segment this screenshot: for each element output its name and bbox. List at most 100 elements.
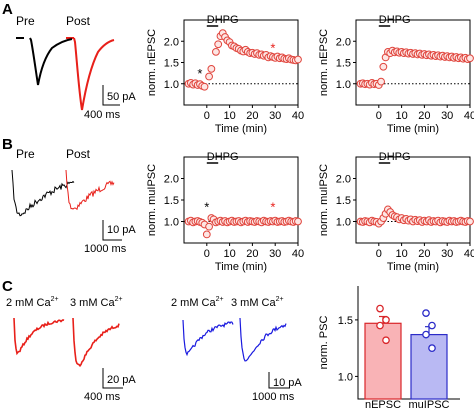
- x-tick-label: 20: [246, 110, 258, 122]
- chart-b-right: 0 10 20 30 40 1.0 1.5 2.0 Time (min) norm. muIPSC…: [318, 151, 474, 273]
- y-tick-label: 2.0: [336, 174, 351, 186]
- x-tick-label: 10: [223, 248, 235, 260]
- individual-point: [422, 330, 430, 339]
- ipsc-trace-pre: [11, 169, 75, 217]
- x-tick-label: 0: [376, 248, 382, 260]
- ca-label-3mm-red: 3 mM Ca2+: [70, 296, 123, 309]
- x-tick-label: 10: [223, 110, 235, 122]
- ca-label-2mm-blue: 2 mM Ca2+: [171, 296, 224, 309]
- scale-a-amp: 50 pA: [107, 91, 136, 103]
- x-tick-label: 0: [204, 248, 210, 260]
- y-tick-label: 1.0: [336, 79, 351, 91]
- x-tick-label: 40: [292, 248, 304, 260]
- chart-a-left: 0 10 20 30 40 1.0 1.5 2.0 Time (min) norm. nEPSC D…: [146, 14, 304, 135]
- x-tick-label: 40: [464, 110, 474, 122]
- ca-label-3mm-blue: 3 mM Ca2+: [231, 296, 284, 309]
- x-tick-label: 20: [418, 110, 430, 122]
- y-axis-label: norm. nEPSC: [146, 29, 158, 96]
- plot-frame: [355, 156, 471, 244]
- data-point: [207, 64, 216, 73]
- epsc-trace-pre: [29, 37, 73, 86]
- individual-point: [382, 336, 390, 345]
- individual-point: [428, 344, 436, 352]
- y-tick-label: 2.0: [164, 36, 179, 48]
- individual-point: [382, 316, 390, 324]
- chart-a-right: 0 10 20 30 40 1.0 1.5 2.0 Time (min) norm. nEPSC D…: [318, 14, 474, 135]
- drug-label: DHPG: [379, 151, 411, 163]
- individual-point: [376, 321, 384, 330]
- data-point: [294, 55, 302, 64]
- significance-star: *: [204, 199, 209, 214]
- y-tick-label: 1.5: [338, 315, 353, 327]
- data-point: [200, 82, 209, 91]
- x-tick-label: 20: [246, 248, 258, 260]
- x-tick-label: 30: [269, 248, 281, 260]
- panel-label-a: A: [2, 1, 13, 18]
- data-point: [205, 222, 213, 231]
- x-axis-label: Time (min): [387, 123, 439, 135]
- y-axis-label: norm. nEPSC: [318, 29, 330, 96]
- data-point: [214, 40, 223, 49]
- pre-label-a: Pre: [16, 14, 35, 28]
- category-label: muIPSC: [409, 399, 450, 409]
- bar-nepsc: [364, 322, 402, 400]
- scale-c2-amp: 10 pA: [273, 377, 302, 389]
- x-tick-label: 30: [441, 248, 453, 260]
- panel-label-b: B: [2, 136, 13, 153]
- significance-star: *: [197, 66, 202, 81]
- chart-b-left: 0 10 20 30 40 1.0 1.5 2.0 Time (min) norm. muIPSC…: [146, 151, 304, 273]
- scale-bar-c2: [268, 372, 290, 389]
- x-axis-label: Time (min): [215, 261, 267, 273]
- scale-bar-a: [102, 85, 120, 106]
- y-axis-label: norm. muIPSC: [146, 164, 158, 236]
- drug-label: DHPG: [207, 14, 239, 26]
- data-point: [379, 62, 388, 71]
- x-tick-label: 40: [464, 248, 474, 260]
- x-axis-label: Time (min): [387, 261, 439, 273]
- pre-label-b: Pre: [16, 147, 35, 161]
- y-axis-label: norm. PSC: [318, 316, 330, 370]
- data-point: [466, 54, 474, 63]
- x-axis-label: Time (min): [215, 123, 267, 135]
- y-tick-label: 1.5: [164, 58, 179, 70]
- individual-point: [428, 321, 436, 330]
- x-tick-label: 30: [441, 110, 453, 122]
- epsc-trace-post: [73, 37, 115, 111]
- data-point: [205, 72, 213, 81]
- panel-b-traces: Pre Post 10 pA 1000 ms: [11, 147, 136, 255]
- x-tick-label: 20: [418, 248, 430, 260]
- scale-c2-time: 1000 ms: [252, 391, 295, 403]
- y-tick-label: 1.5: [164, 195, 179, 207]
- data-point: [202, 230, 211, 239]
- scale-b-time: 1000 ms: [84, 243, 127, 255]
- scale-c1-time: 400 ms: [84, 391, 121, 403]
- psc-trace-2mm-blue: [182, 319, 234, 357]
- data-point: [212, 47, 220, 56]
- bar-mupsc: [410, 333, 448, 400]
- scale-a-time: 400 ms: [84, 109, 121, 121]
- data-point: [466, 217, 474, 226]
- scale-b-amp: 10 pA: [107, 224, 136, 236]
- scale-c1-amp: 20 pA: [107, 374, 136, 386]
- panel-c-traces: 2 mM Ca2+ 3 mM Ca2+ 20 pA 400 ms 2 mM Ca…: [6, 296, 302, 403]
- psc-trace-2mm-red: [13, 317, 65, 356]
- y-tick-label: 2.0: [336, 36, 351, 48]
- y-tick-label: 1.0: [164, 217, 179, 229]
- y-tick-label: 2.0: [164, 174, 179, 186]
- y-axis-label: norm. muIPSC: [318, 164, 330, 236]
- psc-trace-3mm-red: [72, 317, 120, 368]
- plot-frame: [183, 156, 299, 244]
- scale-bar-c1: [102, 368, 123, 389]
- y-tick-label: 1.0: [164, 79, 179, 91]
- drug-label: DHPG: [207, 151, 239, 163]
- data-point: [377, 77, 385, 86]
- x-tick-label: 0: [376, 110, 382, 122]
- y-tick-label: 1.5: [336, 58, 351, 70]
- chart-c-bar: 1.0 1.5 norm. PSC nEPSC muIPSC: [318, 286, 460, 409]
- scale-bar-b: [102, 220, 122, 241]
- y-tick-label: 1.0: [338, 371, 353, 383]
- panel-a-traces: Pre Post 50 pA 400 ms: [16, 14, 136, 121]
- data-point: [294, 217, 302, 226]
- y-tick-label: 1.0: [336, 217, 351, 229]
- category-label: nEPSC: [365, 399, 401, 409]
